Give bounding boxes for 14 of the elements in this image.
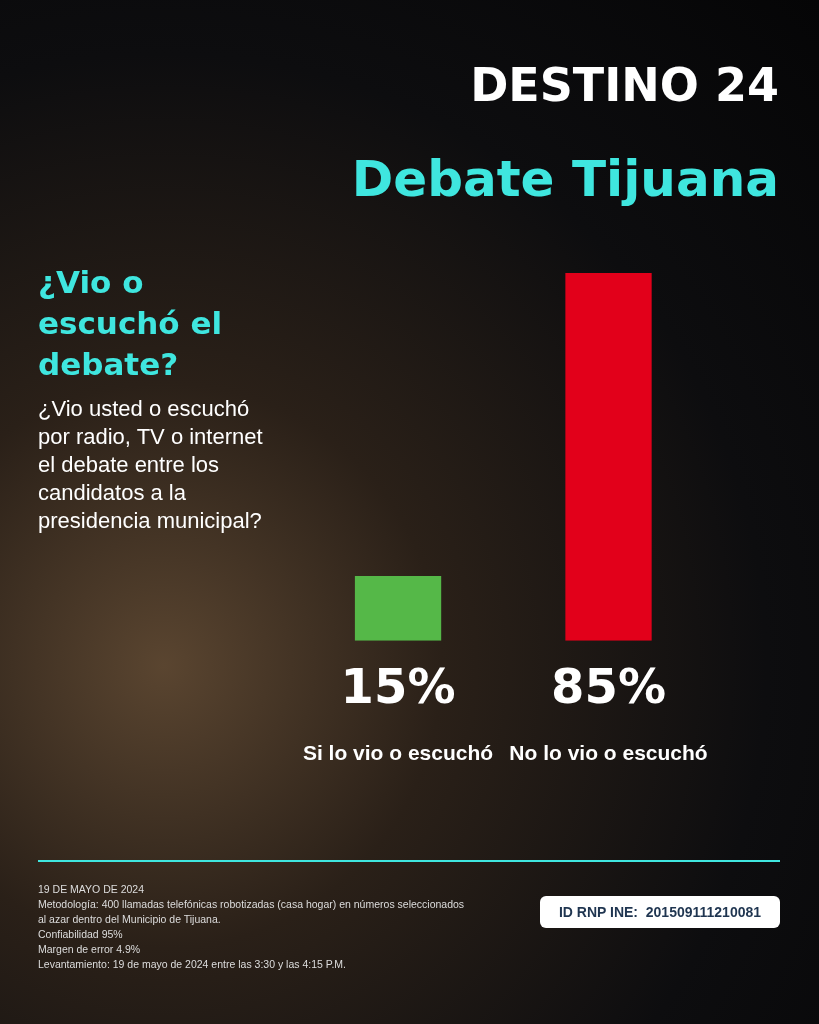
text: Metodología: 400 llamadas telefónicas robotizadas (casa hogar) en números seleccionados al azar dentro del Municipio de Tijuana. (38, 897, 466, 927)
text: 19 DE MAYO DE 2024 (38, 882, 146, 897)
x-tick-label: No lo vio o escuchó (509, 741, 708, 765)
chart-subtitle: Debate Tijuana (351, 150, 779, 208)
text: ID RNP INE: 201509111210081 (540, 896, 780, 928)
text: ¿Vio o escuchó el debate? (38, 263, 224, 384)
chart-title: DESTINO 24 (470, 58, 779, 112)
text: Levantamiento: 19 de mayo de 2024 entre las 3:30 y las 4:15 P.M. (38, 957, 347, 972)
data-label: 85% (551, 658, 666, 715)
data-label: 15% (340, 658, 456, 715)
x-tick-label: Si lo vio o escuchó (302, 741, 494, 765)
text: Confiabilidad 95% (38, 927, 124, 942)
text: Margen de error 4.9% (38, 942, 142, 957)
text: ¿Vio usted o escuchó por radio, TV o internet el debate entre los candidatos a la presidencia municipal? (38, 395, 264, 535)
